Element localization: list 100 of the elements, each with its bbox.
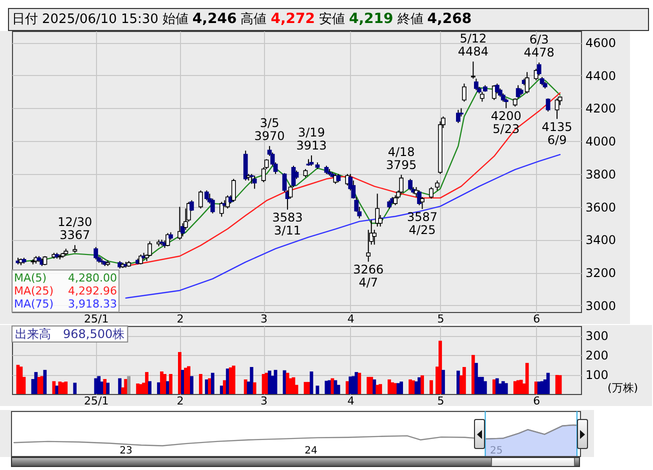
bar <box>378 384 382 394</box>
candlestick <box>42 256 48 266</box>
bar <box>127 376 130 394</box>
candlestick <box>393 194 398 206</box>
bar <box>169 374 172 394</box>
y-tick-label: 3200 <box>586 266 616 280</box>
bar <box>198 374 202 394</box>
candlestick <box>554 98 560 120</box>
bar <box>186 366 190 394</box>
bar <box>504 383 508 394</box>
y-tick-label: 3800 <box>586 167 616 182</box>
y-tick-label: 100 <box>586 368 608 382</box>
bar <box>64 382 68 394</box>
bar <box>525 362 529 394</box>
bar <box>97 376 101 394</box>
candlestick <box>480 91 484 102</box>
bar <box>252 382 256 394</box>
y-tick-label: 3600 <box>586 200 616 214</box>
x-tick-label: 2 <box>176 394 184 408</box>
bar <box>358 372 362 394</box>
candlestick <box>417 190 422 206</box>
bar <box>163 374 166 394</box>
bar <box>103 379 107 394</box>
y-tick-label: 3000 <box>586 298 616 313</box>
annotation: 3266 4/7 <box>353 262 384 290</box>
annotation: 4,292.96 <box>68 284 117 298</box>
x-tick-label: 6 <box>533 394 540 408</box>
candlestick <box>420 196 424 210</box>
candlestick <box>138 254 143 265</box>
candlestick <box>366 229 371 262</box>
candlestick <box>231 178 236 202</box>
bar <box>420 375 424 394</box>
y-tick-label: 300 <box>586 329 608 344</box>
candlestick <box>372 229 377 246</box>
candlestick <box>178 206 182 240</box>
bar <box>118 378 122 394</box>
bar <box>438 340 442 394</box>
series-label: MA(5) <box>14 272 47 284</box>
bar <box>190 376 194 394</box>
y-tick-label: 3400 <box>586 233 616 248</box>
bar <box>462 366 466 394</box>
annotation: 5/12 4484 <box>458 32 488 59</box>
annotation: 3,918.33 <box>68 298 117 310</box>
bar <box>513 381 517 394</box>
chart-title: 日付 2025/06/10 15:30 始値 4,246 高値 4,272 安値 4,219 終値 4,268 <box>12 11 472 27</box>
candlestick <box>456 109 460 124</box>
bar <box>372 379 376 394</box>
bar <box>546 372 550 394</box>
x-tick-label: 2 <box>176 312 184 326</box>
bar <box>232 366 236 394</box>
candlestick <box>462 83 466 102</box>
y-tick-label: 4400 <box>586 68 616 83</box>
candlestick <box>408 178 412 191</box>
annotation: 3587 4/25 <box>407 210 438 237</box>
bar <box>400 382 404 394</box>
annotation: 3/19 3913 <box>296 125 327 152</box>
bar <box>474 362 478 394</box>
bar <box>73 382 77 394</box>
x-tick-label: 4 <box>347 312 354 326</box>
x-tick-label: 25/1 <box>84 312 109 326</box>
annotation: 4135 6/9 <box>542 120 572 147</box>
x-tick-label: 5 <box>437 394 444 408</box>
y-tick-label: 4600 <box>586 36 616 50</box>
bar <box>370 376 374 394</box>
x-tick-label: 3 <box>260 394 268 408</box>
candlestick <box>429 186 434 200</box>
candlestick <box>166 232 170 247</box>
annotation: 12/30 3367 <box>58 215 92 242</box>
candlestick <box>504 98 508 109</box>
text: MA(25) <box>14 284 54 298</box>
candlestick <box>252 175 257 190</box>
x-tick-label: 24 <box>304 446 318 456</box>
annotation: 3583 3/11 <box>272 210 303 238</box>
bar <box>52 381 56 394</box>
x-tick-label: 25/1 <box>84 394 109 408</box>
text: MA(75) <box>14 298 54 310</box>
bar <box>471 354 475 394</box>
bar <box>210 372 214 394</box>
annotation: 4,280.00 <box>68 272 117 284</box>
bar <box>388 379 392 394</box>
y-tick-label: 200 <box>586 348 608 363</box>
bar <box>244 379 248 394</box>
annotation: 6/3 4478 <box>524 32 554 60</box>
y-tick-label: 4000 <box>586 134 616 149</box>
y-axis-title: (万株) <box>608 382 638 394</box>
candlestick <box>309 154 314 166</box>
bar <box>166 381 170 394</box>
y-tick-label: 4200 <box>586 102 616 116</box>
candlestick <box>435 180 440 191</box>
annotation: 3/5 3970 <box>254 116 285 144</box>
bar <box>334 380 338 394</box>
candlestick <box>474 78 478 91</box>
bar <box>430 380 433 394</box>
bar <box>160 371 164 394</box>
bar <box>250 366 254 394</box>
x-tick-label: 23 <box>120 446 132 456</box>
x-tick-label: 4 <box>347 394 354 408</box>
x-tick-label: 3 <box>260 312 268 326</box>
candlestick <box>375 193 380 228</box>
x-tick-label: 6 <box>533 312 540 326</box>
